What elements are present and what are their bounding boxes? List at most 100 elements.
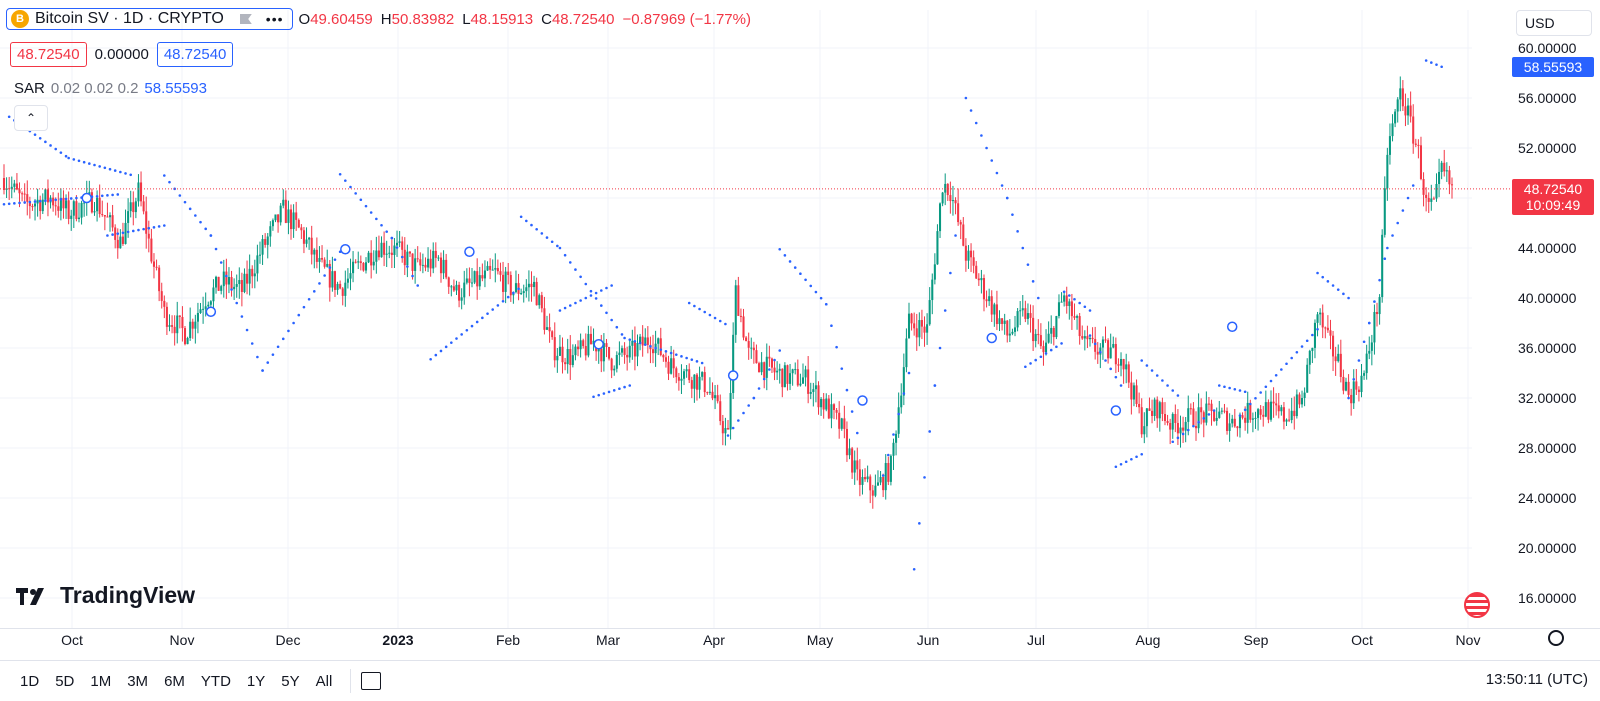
sar-dot [690, 358, 694, 361]
last-price-badge: 48.72540 10:09:49 [1512, 179, 1594, 215]
sar-dot [119, 170, 122, 174]
sar-dot [687, 301, 691, 305]
sar-dot [44, 140, 47, 144]
sar-dot [1212, 409, 1216, 412]
candle-body [486, 265, 489, 271]
sar-dot [881, 474, 885, 477]
sar-dot [737, 419, 740, 422]
candle-body [1019, 310, 1022, 312]
buy-price-button[interactable]: 48.72540 [156, 42, 234, 67]
sar-dot [157, 225, 161, 228]
currency-selector[interactable]: USD [1516, 10, 1592, 36]
candle-body [251, 268, 254, 277]
candle-body [134, 201, 137, 213]
candle-body [176, 315, 179, 334]
candle-body [597, 348, 600, 352]
candle-body [1388, 136, 1391, 155]
candle-body [843, 418, 846, 429]
x-axis[interactable]: Oct Nov Dec 2023 Feb Mar Apr May Jun Jul Aug Sep Oct… [61, 632, 1480, 648]
range-all[interactable]: All [315, 672, 333, 690]
symbol-button[interactable]: B Bitcoin SV · 1D · CRYPTO ••• [6, 8, 293, 30]
candle-body [1032, 317, 1035, 342]
candle-body [28, 201, 31, 207]
flag-icon[interactable] [239, 14, 252, 24]
candle-body [72, 201, 75, 216]
tradingview-logo[interactable]: TradingView [16, 582, 195, 609]
symbol-title: Bitcoin SV · 1D · CRYPTO [35, 10, 224, 27]
candle-body [248, 268, 251, 284]
sell-price-button[interactable]: 48.72540 [10, 42, 87, 67]
sar-dot [1347, 396, 1350, 400]
range-1m[interactable]: 1M [90, 672, 112, 690]
sar-dot [540, 232, 544, 235]
gear-icon[interactable] [1548, 630, 1564, 646]
candle-body [1119, 358, 1123, 366]
candle-body [670, 358, 673, 374]
sar-dot [605, 311, 608, 315]
us-flag-icon[interactable] [1464, 592, 1490, 618]
sar-reversal-marker [857, 395, 868, 406]
more-icon[interactable]: ••• [265, 11, 284, 27]
candle-body [861, 477, 864, 485]
range-6m[interactable]: 6M [164, 672, 185, 690]
candle-body [1096, 351, 1099, 355]
candle-body [1182, 427, 1185, 431]
sar-dot [556, 244, 559, 248]
candle-body [13, 183, 16, 187]
candle-body [1169, 422, 1172, 430]
candle-body [442, 259, 445, 274]
collapse-legend-button[interactable]: ⌃ [14, 105, 48, 131]
calendar-icon[interactable] [361, 672, 382, 690]
candle-body [313, 249, 316, 255]
candle-body [1063, 295, 1066, 302]
candle-body [96, 197, 99, 212]
range-3m[interactable]: 3M [127, 672, 149, 690]
sar-dot [1331, 284, 1335, 287]
candle-body [186, 338, 189, 345]
candle-body [711, 391, 714, 399]
sar-dot [137, 228, 140, 232]
candle-body [1231, 418, 1234, 424]
candle-body [923, 326, 926, 333]
candle-body [706, 392, 709, 394]
sar-dot [584, 296, 588, 300]
sar-dot [1176, 436, 1180, 440]
candle-body [858, 469, 861, 485]
sar-dot [664, 350, 668, 353]
candle-body [23, 193, 26, 195]
sar-dot [411, 274, 414, 278]
range-5y[interactable]: 5Y [281, 672, 300, 690]
candle-body [240, 280, 243, 292]
range-ytd[interactable]: YTD [200, 672, 231, 690]
indicator-legend[interactable]: SAR 0.02 0.02 0.2 58.55593 [14, 80, 207, 97]
candle-body [1269, 401, 1273, 420]
candle-body [564, 362, 567, 365]
candle-body [470, 282, 474, 284]
candle-body [659, 338, 662, 356]
candle-body [840, 418, 843, 429]
sar-dot [416, 284, 420, 287]
range-1y[interactable]: 1Y [246, 672, 266, 690]
range-1d[interactable]: 1D [20, 672, 40, 690]
candle-body [1016, 311, 1019, 328]
sar-dot [1274, 373, 1278, 377]
utc-clock[interactable]: 13:50:11 (UTC) [1485, 671, 1588, 688]
candle-body [1308, 350, 1311, 365]
candle-body [44, 189, 47, 200]
y-axis[interactable]: 60.0000056.0000052.0000048.0000044.00000… [1518, 40, 1577, 606]
candle-body [672, 358, 675, 369]
candle-body [1034, 333, 1037, 342]
candle-body [406, 251, 409, 266]
candle-body [1228, 423, 1231, 431]
candle-body [1174, 414, 1177, 423]
sar-dot [592, 395, 595, 399]
sar-dot [1326, 280, 1330, 283]
candle-body [913, 323, 916, 329]
candle-body [421, 264, 424, 266]
candle-body [726, 428, 730, 430]
sar-dot [72, 158, 76, 161]
sar-dot [685, 356, 688, 360]
range-5d[interactable]: 5D [55, 672, 75, 690]
sar-dot [824, 302, 828, 306]
